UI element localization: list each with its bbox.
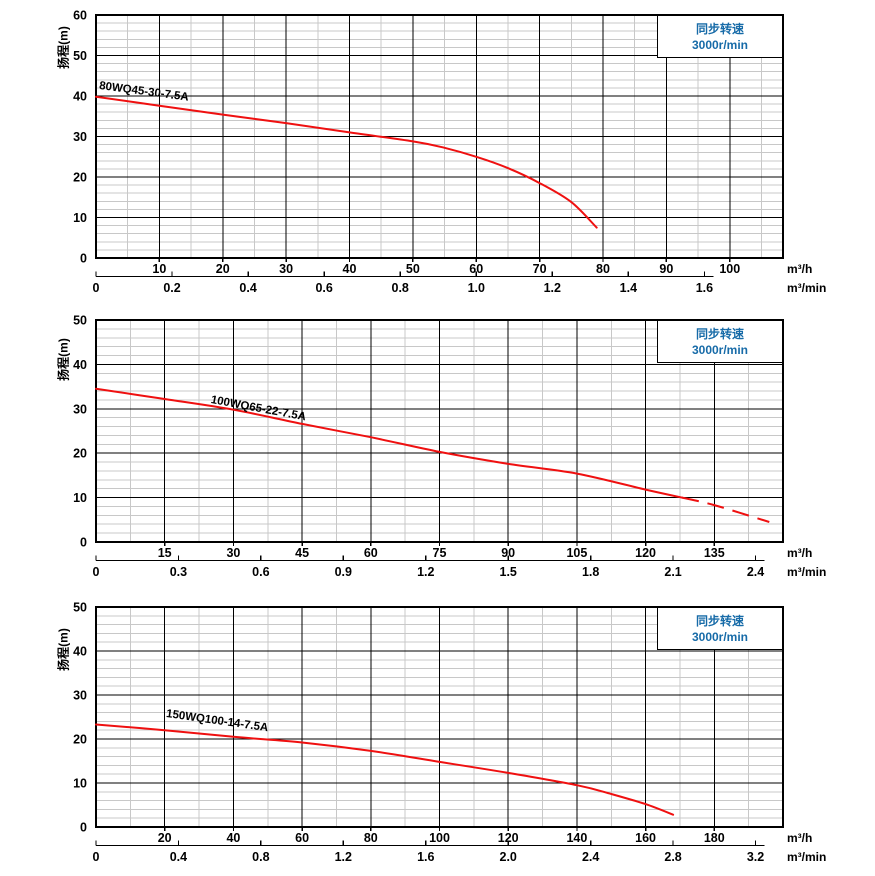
svg-text:0.3: 0.3 xyxy=(170,565,187,579)
svg-text:0: 0 xyxy=(80,252,87,266)
svg-text:70: 70 xyxy=(533,262,547,276)
svg-text:30: 30 xyxy=(73,402,87,416)
svg-text:10: 10 xyxy=(152,262,166,276)
svg-text:15: 15 xyxy=(158,546,172,560)
svg-text:120: 120 xyxy=(498,831,519,845)
svg-text:120: 120 xyxy=(635,546,656,560)
svg-text:160: 160 xyxy=(635,831,656,845)
svg-text:3.2: 3.2 xyxy=(747,850,764,864)
svg-text:30: 30 xyxy=(226,546,240,560)
svg-text:20: 20 xyxy=(216,262,230,276)
svg-text:40: 40 xyxy=(73,90,87,104)
svg-text:0.9: 0.9 xyxy=(335,565,352,579)
svg-text:1.5: 1.5 xyxy=(500,565,517,579)
speed-annotation-line2: 3000r/min xyxy=(691,629,749,644)
svg-text:0.8: 0.8 xyxy=(252,850,269,864)
speed-annotation-line2: 3000r/min xyxy=(691,342,749,357)
x-axis-unit-m3h: m³/h xyxy=(787,546,813,560)
svg-text:1.0: 1.0 xyxy=(468,281,485,295)
svg-text:30: 30 xyxy=(279,262,293,276)
svg-text:40: 40 xyxy=(73,358,87,372)
svg-text:0: 0 xyxy=(93,850,100,864)
svg-text:10: 10 xyxy=(73,211,87,225)
speed-annotation-line1: 同步转速 xyxy=(695,613,744,628)
svg-text:30: 30 xyxy=(73,689,87,703)
pump-curve-chart-80wq45: 0 10 20 30 40 50 60 10 20 30 40 50 60 70 80 90 100 0 0.2 0.… xyxy=(0,0,875,305)
svg-text:1.2: 1.2 xyxy=(417,565,434,579)
svg-text:40: 40 xyxy=(226,831,240,845)
speed-annotation-box: 同步转速 3000r/min xyxy=(657,320,783,363)
pump-curve-chart-150wq100: 0 10 20 30 40 50 20 40 60 80 100 120 140 160 180 0 0.4 0.… xyxy=(0,592,875,876)
svg-text:80: 80 xyxy=(364,831,378,845)
svg-text:50: 50 xyxy=(73,314,87,328)
svg-text:0: 0 xyxy=(93,281,100,295)
plot-area-150wq100: 0 10 20 30 40 50 20 40 60 80 100 120 140 160 180 0 0.4 0.… xyxy=(73,601,784,864)
svg-text:1.2: 1.2 xyxy=(335,850,352,864)
x-axis-unit-m3min: m³/min xyxy=(787,281,827,295)
svg-text:20: 20 xyxy=(73,171,87,185)
svg-text:0: 0 xyxy=(93,565,100,579)
speed-annotation-line1: 同步转速 xyxy=(695,21,744,36)
svg-text:180: 180 xyxy=(704,831,725,845)
svg-text:0: 0 xyxy=(80,536,87,550)
svg-text:20: 20 xyxy=(73,447,87,461)
speed-annotation-line1: 同步转速 xyxy=(695,326,744,341)
svg-text:60: 60 xyxy=(469,262,483,276)
svg-text:30: 30 xyxy=(73,130,87,144)
y-axis-title: 扬程(m) xyxy=(56,628,71,671)
svg-text:0.4: 0.4 xyxy=(170,850,187,864)
svg-text:1.8: 1.8 xyxy=(582,565,599,579)
y-axis-title: 扬程(m) xyxy=(56,26,71,69)
svg-text:0.2: 0.2 xyxy=(163,281,180,295)
svg-text:60: 60 xyxy=(295,831,309,845)
svg-text:75: 75 xyxy=(433,546,447,560)
svg-text:60: 60 xyxy=(364,546,378,560)
svg-text:1.4: 1.4 xyxy=(620,281,637,295)
svg-text:90: 90 xyxy=(659,262,673,276)
svg-text:10: 10 xyxy=(73,491,87,505)
svg-text:50: 50 xyxy=(73,49,87,63)
svg-text:2.4: 2.4 xyxy=(747,565,764,579)
svg-text:40: 40 xyxy=(343,262,357,276)
svg-text:100: 100 xyxy=(429,831,450,845)
svg-text:0.8: 0.8 xyxy=(392,281,409,295)
svg-text:1.2: 1.2 xyxy=(544,281,561,295)
x-axis-unit-m3min: m³/min xyxy=(787,565,827,579)
svg-text:50: 50 xyxy=(73,601,87,615)
x-axis-unit-m3h: m³/h xyxy=(787,831,813,845)
svg-text:90: 90 xyxy=(501,546,515,560)
svg-text:45: 45 xyxy=(295,546,309,560)
speed-annotation-box: 同步转速 3000r/min xyxy=(657,15,783,58)
svg-text:50: 50 xyxy=(406,262,420,276)
svg-text:135: 135 xyxy=(704,546,725,560)
svg-text:60: 60 xyxy=(73,9,87,23)
svg-text:2.1: 2.1 xyxy=(664,565,681,579)
svg-text:2.0: 2.0 xyxy=(500,850,517,864)
svg-text:105: 105 xyxy=(566,546,587,560)
svg-text:0.6: 0.6 xyxy=(315,281,332,295)
svg-text:20: 20 xyxy=(73,733,87,747)
speed-annotation-box: 同步转速 3000r/min xyxy=(657,607,783,650)
svg-text:10: 10 xyxy=(73,777,87,791)
speed-annotation-line2: 3000r/min xyxy=(691,37,749,52)
svg-text:1.6: 1.6 xyxy=(696,281,713,295)
pump-curve-chart-100wq65: 0 10 20 30 40 50 15 30 45 60 75 90 105 120 135 0 0.3 0.6 0… xyxy=(0,305,875,592)
x-axis-unit-m3min: m³/min xyxy=(787,850,827,864)
svg-text:2.8: 2.8 xyxy=(664,850,681,864)
svg-text:140: 140 xyxy=(566,831,587,845)
svg-text:0: 0 xyxy=(80,821,87,835)
svg-text:80: 80 xyxy=(596,262,610,276)
svg-text:0.6: 0.6 xyxy=(252,565,269,579)
svg-text:2.4: 2.4 xyxy=(582,850,599,864)
svg-text:100: 100 xyxy=(719,262,740,276)
svg-text:0.4: 0.4 xyxy=(239,281,256,295)
y-axis-title: 扬程(m) xyxy=(56,338,71,381)
svg-text:40: 40 xyxy=(73,645,87,659)
plot-area-100wq65: 0 10 20 30 40 50 15 30 45 60 75 90 105 120 135 0 0.3 0.6 0… xyxy=(73,314,784,579)
svg-text:1.6: 1.6 xyxy=(417,850,434,864)
svg-text:20: 20 xyxy=(158,831,172,845)
x-axis-unit-m3h: m³/h xyxy=(787,262,813,276)
